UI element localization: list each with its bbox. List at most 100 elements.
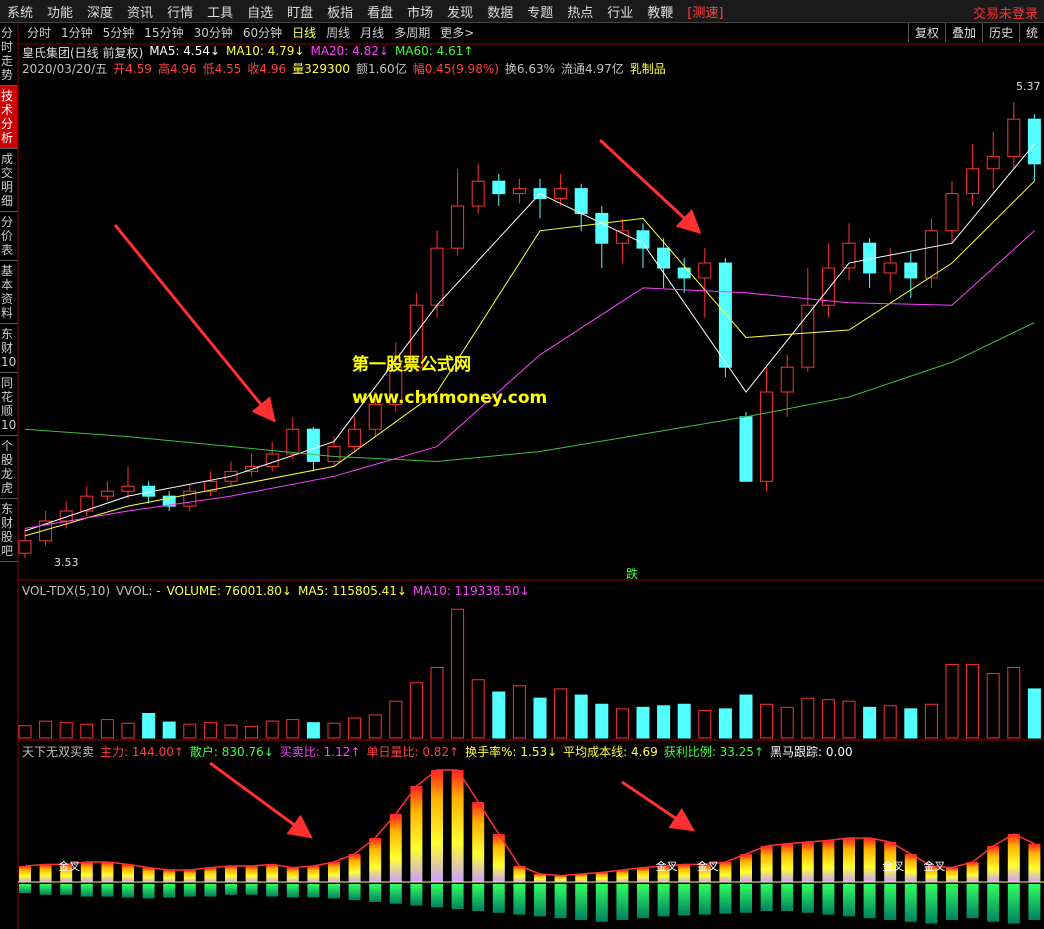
main-force-bar (760, 846, 773, 882)
main-force-bar (595, 872, 608, 882)
retail-bar (719, 884, 732, 914)
menu-item[interactable]: 工具 (207, 5, 234, 21)
watermark: 第一股票公式网 (352, 354, 471, 375)
period-tab[interactable]: 15分钟 (144, 26, 184, 40)
menu-item[interactable]: 板指 (327, 5, 354, 21)
candle-body (224, 470, 238, 482)
period-tab[interactable]: 更多> (440, 26, 475, 40)
ma-line (24, 230, 1035, 529)
info-line: 2020/03/20/五 开4.59 高4.96 低4.55 收4.96 量329300 额… (22, 60, 672, 77)
side-tab[interactable]: 个股龙虎 (0, 436, 18, 499)
header-item: MA20: 4.82↓ (310, 44, 389, 58)
retail-bar (863, 884, 876, 919)
volume-bar (657, 705, 671, 739)
side-tab[interactable]: 技术分析 (0, 86, 18, 149)
retail-bar (801, 884, 814, 913)
side-tab[interactable]: 东财股吧 (0, 499, 18, 562)
candle-body (368, 403, 382, 430)
ma-line (24, 322, 1035, 462)
retail-bar (142, 884, 155, 899)
candle-body (1027, 118, 1041, 165)
header-item: 换6.63% (504, 62, 556, 76)
main-force-bar (39, 864, 52, 882)
retail-bar (616, 884, 629, 920)
menu-item[interactable]: 深度 (87, 5, 114, 21)
candle-body (780, 366, 794, 393)
side-tab[interactable]: 同花顺10 (0, 373, 18, 436)
volume-bar (183, 723, 197, 739)
period-tab[interactable]: 60分钟 (242, 26, 283, 40)
tool-button[interactable]: 历史 (981, 23, 1019, 42)
volume-bar (863, 706, 877, 739)
volume-bar (245, 725, 259, 739)
period-tab[interactable]: 周线 (326, 26, 351, 40)
candle-body (986, 155, 1000, 170)
tool-button[interactable]: 复权 (907, 23, 945, 42)
period-tab[interactable]: 月线 (360, 26, 385, 40)
menu-item[interactable]: 功能 (47, 5, 74, 21)
menu-item[interactable]: [测速] (687, 5, 724, 21)
golden-cross: 金叉 (656, 859, 678, 873)
retail-bar (410, 884, 423, 906)
menu-item[interactable]: 教鞭 (647, 5, 674, 21)
vol-header: VOL-TDX(5,10) VVOL: - VOLUME: 76001.80↓ MA5… (22, 584, 536, 598)
annotation-arrow (113, 224, 276, 423)
volume-bar (945, 663, 959, 739)
menu-item[interactable]: 发现 (447, 5, 474, 21)
menu-item[interactable]: 行业 (607, 5, 634, 21)
period-tab[interactable]: 多周期 (394, 26, 431, 40)
period-tab[interactable]: 分时 (27, 26, 52, 40)
tool-button[interactable]: 叠加 (944, 23, 982, 42)
login-status[interactable]: 交易未登录 (972, 7, 1038, 22)
side-tab[interactable]: 分时走势 (0, 23, 18, 86)
volume-bar (451, 608, 465, 739)
volume-bar (718, 708, 732, 739)
volume-bar (595, 703, 609, 739)
retail-bar (389, 884, 402, 904)
retail-bar (781, 884, 794, 911)
candle-body (245, 465, 259, 472)
retail-bar (740, 884, 752, 913)
retail-bar (122, 884, 134, 898)
side-tab[interactable]: 东财10 (0, 324, 18, 373)
golden-cross: 金叉 (923, 859, 945, 873)
header-item: 2020/03/20/五 (22, 62, 108, 76)
volume-bar (966, 663, 980, 739)
main-force-bar (101, 862, 114, 882)
period-tab[interactable]: 5分钟 (102, 26, 135, 40)
volume-bar (471, 679, 485, 739)
menu-item[interactable]: 行情 (167, 5, 194, 21)
side-tab[interactable]: 分价表 (0, 212, 18, 261)
header-item: 开4.59 (113, 62, 152, 76)
retail-bar (492, 884, 505, 913)
menu-item[interactable]: 自选 (247, 5, 274, 21)
tool-button[interactable]: 统 (1018, 23, 1044, 42)
menu-item[interactable]: 专题 (527, 5, 554, 21)
menu-item[interactable]: 数据 (487, 5, 514, 21)
menu-item[interactable]: 盯盘 (287, 5, 314, 21)
candle-body (945, 193, 959, 232)
candle-body (760, 391, 774, 482)
volume-bar (533, 697, 547, 739)
header-item: 天下无双买卖 (22, 745, 95, 759)
volume-bar (492, 691, 506, 739)
header-item: 额1.60亿 (355, 62, 407, 76)
menu-item[interactable]: 看盘 (367, 5, 394, 21)
menu-item[interactable]: 资讯 (127, 5, 154, 21)
period-tab[interactable]: 1分钟 (61, 26, 93, 40)
side-tab[interactable]: 基本资料 (0, 261, 18, 324)
period-tab[interactable]: 日线 (292, 26, 317, 40)
header-item: 买卖比: 1.12↑ (279, 745, 361, 759)
candle-body (904, 262, 918, 279)
main-force-bar (616, 870, 629, 882)
golden-cross: 金叉 (58, 859, 80, 873)
menu-item[interactable]: 市场 (407, 5, 434, 21)
period-tab[interactable]: 30分钟 (193, 26, 233, 40)
side-tab[interactable]: 成交明细 (0, 149, 18, 212)
menu-item[interactable]: 系统 (7, 5, 34, 21)
volume-bar (142, 712, 156, 739)
menu-item[interactable]: 热点 (567, 5, 594, 21)
header-item: VOL-TDX(5,10) (22, 584, 111, 598)
volume-bar (924, 703, 938, 739)
